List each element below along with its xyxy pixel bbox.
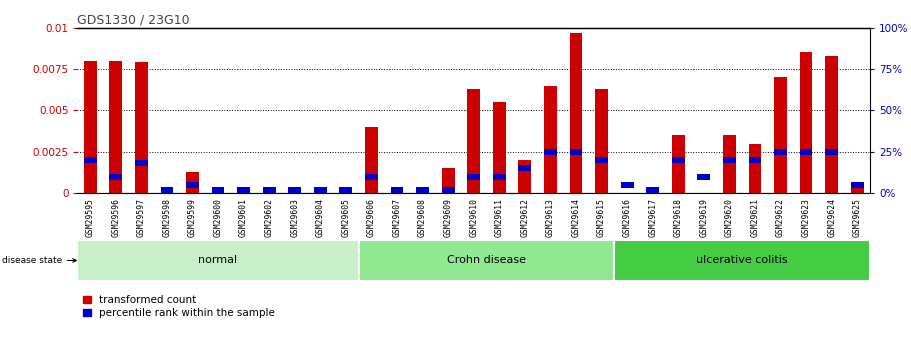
Bar	[851, 187, 864, 193]
Bar	[262, 187, 275, 193]
Bar	[671, 157, 685, 163]
Bar	[774, 77, 787, 193]
Bar	[825, 149, 838, 155]
Bar	[84, 157, 97, 163]
Bar	[569, 149, 582, 155]
Bar	[467, 89, 480, 193]
Bar	[186, 172, 199, 193]
Bar	[467, 174, 480, 179]
Bar	[289, 187, 302, 193]
Bar	[211, 187, 224, 193]
Bar	[160, 187, 173, 193]
Bar	[109, 61, 122, 193]
Bar	[340, 187, 353, 193]
Bar	[442, 187, 455, 193]
Bar	[569, 32, 582, 193]
Bar	[595, 157, 608, 163]
FancyBboxPatch shape	[614, 240, 870, 281]
Text: normal: normal	[199, 256, 238, 265]
Bar	[518, 166, 531, 171]
Bar	[365, 174, 378, 179]
Text: Crohn disease: Crohn disease	[447, 256, 526, 265]
Bar	[442, 168, 455, 193]
Bar	[544, 86, 557, 193]
Bar	[135, 62, 148, 193]
Bar	[749, 157, 762, 163]
Bar	[493, 174, 506, 179]
Bar	[518, 160, 531, 193]
Text: ulcerative colitis: ulcerative colitis	[696, 256, 788, 265]
Bar	[314, 187, 327, 193]
Bar	[749, 144, 762, 193]
Bar	[800, 149, 813, 155]
Text: GDS1330 / 23G10: GDS1330 / 23G10	[77, 13, 190, 27]
Bar	[416, 187, 429, 193]
Bar	[186, 182, 199, 188]
Bar	[493, 102, 506, 193]
Bar	[774, 149, 787, 155]
FancyBboxPatch shape	[359, 240, 614, 281]
FancyBboxPatch shape	[77, 240, 359, 281]
Bar	[595, 89, 608, 193]
Bar	[109, 174, 122, 179]
Bar	[365, 127, 378, 193]
Bar	[800, 52, 813, 193]
Bar	[84, 61, 97, 193]
Bar	[135, 160, 148, 166]
Bar	[391, 187, 404, 193]
Bar	[723, 135, 736, 193]
Bar	[698, 174, 711, 179]
Bar	[237, 187, 250, 193]
Bar	[646, 187, 659, 193]
Bar	[544, 149, 557, 155]
Bar	[620, 182, 633, 188]
Bar	[851, 182, 864, 188]
Legend: transformed count, percentile rank within the sample: transformed count, percentile rank withi…	[83, 295, 275, 318]
Bar	[723, 157, 736, 163]
Bar	[671, 135, 685, 193]
Bar	[825, 56, 838, 193]
Text: disease state: disease state	[2, 256, 77, 265]
